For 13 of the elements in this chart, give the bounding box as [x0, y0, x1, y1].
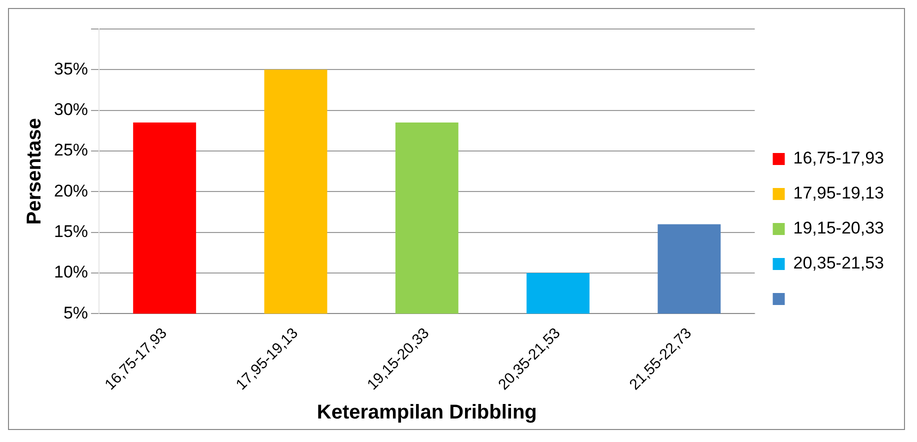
legend-label: 17,95-19,13	[793, 184, 884, 203]
x-axis-title: Keterampilan Dribbling	[316, 402, 537, 424]
y-tick-label: 20%	[54, 181, 88, 200]
legend-label: 16,75-17,93	[793, 148, 884, 168]
y-tick-label: 5%	[63, 303, 88, 322]
y-tick-label: 10%	[54, 262, 88, 282]
y-tick-label: 30%	[54, 100, 88, 120]
legend-label: 19,15-20,33	[793, 218, 884, 238]
y-axis-title: Persentase	[24, 118, 46, 225]
y-tick-label: 35%	[54, 59, 88, 78]
y-tick-label: 15%	[54, 222, 88, 242]
y-tick-label: 25%	[54, 140, 88, 160]
legend-label: 20,35-21,53	[793, 254, 884, 273]
